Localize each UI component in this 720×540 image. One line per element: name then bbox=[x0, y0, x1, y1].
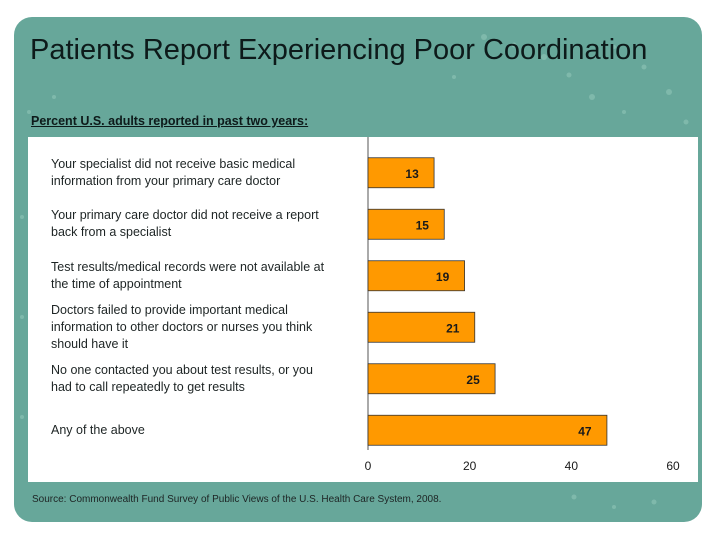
slide-title: Patients Report Experiencing Poor Coordi… bbox=[30, 34, 648, 66]
data-label: 47 bbox=[578, 424, 592, 438]
chart-subtitle: Percent U.S. adults reported in past two… bbox=[31, 114, 309, 128]
bar bbox=[367, 208, 445, 240]
source-note: Source: Commonwealth Fund Survey of Publ… bbox=[32, 494, 442, 505]
data-label: 25 bbox=[466, 373, 480, 387]
data-label: 21 bbox=[446, 321, 460, 335]
x-tick-label: 20 bbox=[463, 459, 477, 473]
slide: Patients Report Experiencing Poor Coordi… bbox=[14, 17, 702, 522]
bar bbox=[367, 363, 496, 395]
chart-panel: Your specialist did not receive basic me… bbox=[28, 137, 698, 482]
category-label: Your primary care doctor did not receive… bbox=[51, 208, 319, 240]
x-tick-label: 40 bbox=[565, 459, 579, 473]
x-tick-label: 0 bbox=[365, 459, 372, 473]
category-label: Test results/medical records were not av… bbox=[51, 259, 325, 291]
bar bbox=[367, 414, 608, 446]
bar bbox=[367, 311, 476, 343]
category-label: Any of the above bbox=[51, 422, 145, 437]
bar-chart: 13 15 19 21 25 47 0 20 40 60 bbox=[365, 137, 680, 473]
data-label: 19 bbox=[436, 270, 450, 284]
category-label: Your specialist did not receive basic me… bbox=[51, 156, 296, 188]
bar bbox=[367, 157, 435, 189]
data-label: 13 bbox=[405, 167, 419, 181]
category-label: No one contacted you about test results,… bbox=[51, 362, 313, 394]
data-label: 15 bbox=[416, 218, 430, 232]
bar bbox=[367, 260, 465, 292]
x-tick-label: 60 bbox=[666, 459, 680, 473]
category-label: Doctors failed to provide important medi… bbox=[51, 302, 313, 351]
